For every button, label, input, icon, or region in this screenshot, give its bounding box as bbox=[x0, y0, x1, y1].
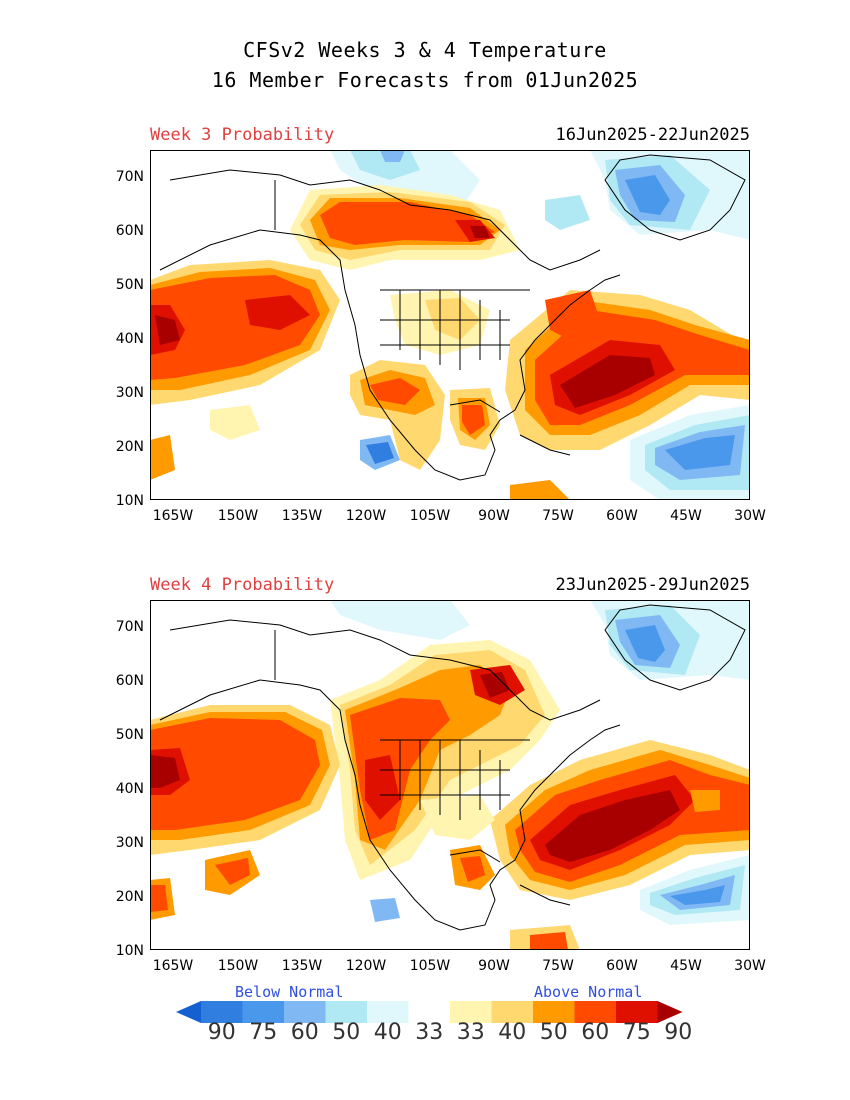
w4-lat-50: 50N bbox=[115, 727, 144, 743]
legend-swatch bbox=[242, 1001, 285, 1023]
week3-dates: 16Jun2025-22Jun2025 bbox=[555, 125, 750, 145]
w3-lat-60: 60N bbox=[115, 223, 144, 239]
legend-colorbar bbox=[176, 1001, 683, 1023]
legend-below-label: Below Normal bbox=[235, 983, 344, 1001]
legend-arrow-right bbox=[657, 1001, 683, 1023]
legend-swatch bbox=[325, 1001, 368, 1023]
w3-lat-30: 30N bbox=[115, 385, 144, 401]
w4-lon-90: 90W bbox=[478, 958, 510, 974]
week4-dates: 23Jun2025-29Jun2025 bbox=[555, 575, 750, 595]
legend-swatch bbox=[491, 1001, 534, 1023]
week3-map bbox=[150, 150, 750, 500]
legend-swatch bbox=[367, 1001, 409, 1023]
w3-lat-70: 70N bbox=[115, 169, 144, 185]
w3-lon-135: 135W bbox=[281, 508, 323, 524]
week3-label: Week 3 Probability bbox=[150, 125, 335, 145]
w4-lat-20: 20N bbox=[115, 889, 144, 905]
w3-lon-75: 75W bbox=[542, 508, 574, 524]
legend-value: 60 bbox=[581, 1020, 610, 1045]
legend-above-label: Above Normal bbox=[534, 983, 643, 1001]
w3-lon-150: 150W bbox=[217, 508, 259, 524]
w3-lon-120: 120W bbox=[345, 508, 387, 524]
legend-value: 33 bbox=[456, 1020, 485, 1045]
w4-lat-60: 60N bbox=[115, 673, 144, 689]
w4-lat-40: 40N bbox=[115, 781, 144, 797]
legend-swatch bbox=[616, 1001, 658, 1023]
legend-swatch bbox=[284, 1001, 326, 1023]
w3-lat-10: 10N bbox=[115, 493, 144, 509]
legend-swatch bbox=[408, 1001, 451, 1023]
w3-lat-40: 40N bbox=[115, 331, 144, 347]
legend-value: 33 bbox=[415, 1020, 444, 1045]
legend-swatch bbox=[574, 1001, 617, 1023]
legend-value: 90 bbox=[664, 1020, 693, 1045]
w3-lon-30: 30W bbox=[734, 508, 766, 524]
w3-lat-50: 50N bbox=[115, 277, 144, 293]
legend-swatch bbox=[533, 1001, 575, 1023]
week4-label: Week 4 Probability bbox=[150, 575, 335, 595]
legend-value: 75 bbox=[249, 1020, 278, 1045]
w4-lon-120: 120W bbox=[345, 958, 387, 974]
w4-lon-135: 135W bbox=[281, 958, 323, 974]
w3-lon-165: 165W bbox=[152, 508, 194, 524]
w4-lon-105: 105W bbox=[409, 958, 451, 974]
w3-lat-20: 20N bbox=[115, 439, 144, 455]
w4-lon-30: 30W bbox=[734, 958, 766, 974]
legend-value: 50 bbox=[539, 1020, 568, 1045]
legend-value: 40 bbox=[373, 1020, 402, 1045]
legend-swatch bbox=[201, 1001, 243, 1023]
w4-lon-165: 165W bbox=[152, 958, 194, 974]
legend-value: 60 bbox=[290, 1020, 319, 1045]
w3-lon-45: 45W bbox=[670, 508, 702, 524]
w4-lon-60: 60W bbox=[606, 958, 638, 974]
legend-swatch bbox=[450, 1001, 492, 1023]
w4-lon-45: 45W bbox=[670, 958, 702, 974]
title-line-2: 16 Member Forecasts from 01Jun2025 bbox=[211, 68, 639, 92]
week4-map bbox=[150, 600, 750, 950]
w4-lon-150: 150W bbox=[217, 958, 259, 974]
legend-value: 50 bbox=[332, 1020, 361, 1045]
w4-lat-70: 70N bbox=[115, 619, 144, 635]
title-line-1: CFSv2 Weeks 3 & 4 Temperature bbox=[243, 38, 607, 62]
legend-value: 75 bbox=[622, 1020, 651, 1045]
w3-lon-60: 60W bbox=[606, 508, 638, 524]
w3-lon-105: 105W bbox=[409, 508, 451, 524]
legend-value: 90 bbox=[207, 1020, 236, 1045]
legend-value: 40 bbox=[498, 1020, 527, 1045]
w4-lon-75: 75W bbox=[542, 958, 574, 974]
w3-lon-90: 90W bbox=[478, 508, 510, 524]
w4-lat-10: 10N bbox=[115, 943, 144, 959]
legend-arrow-left bbox=[176, 1001, 201, 1023]
w4-lat-30: 30N bbox=[115, 835, 144, 851]
